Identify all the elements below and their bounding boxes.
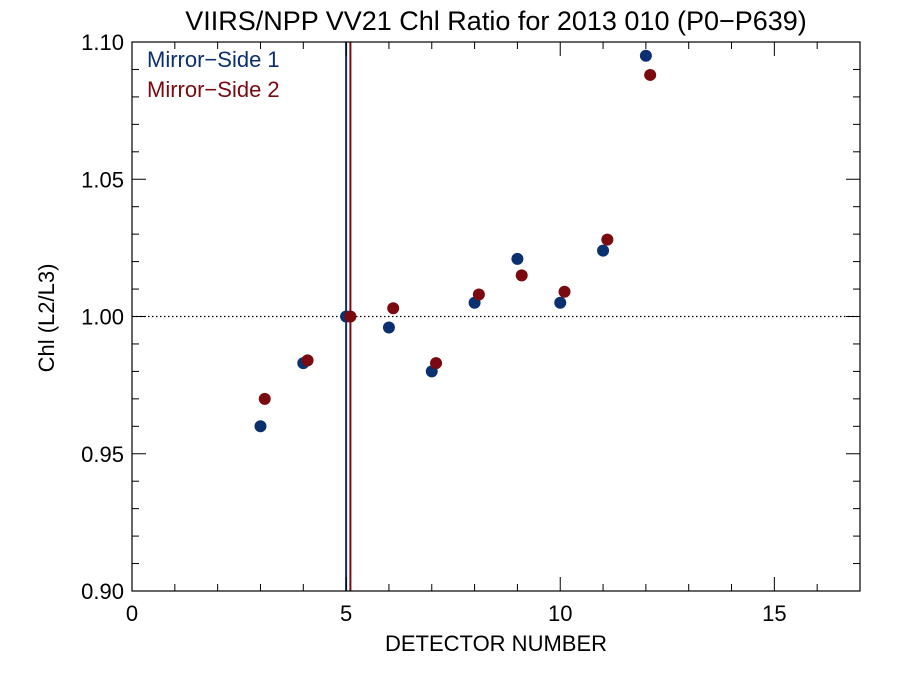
mirror-side-1-point [382, 321, 395, 334]
y-tick-label: 1.00 [81, 305, 124, 330]
mirror-side-1-point [597, 244, 610, 257]
legend-label-mirror-side-1: Mirror−Side 1 [147, 47, 280, 72]
mirror-side-2-point [601, 233, 614, 246]
x-tick-label: 10 [548, 601, 572, 626]
tick-labels: 0 5 10 15 0.90 0.95 1.00 1.05 1.10 [81, 30, 786, 626]
y-tick-label: 1.10 [81, 30, 124, 55]
mirror-side-2-point [472, 288, 485, 301]
mirror-side-2-point [258, 392, 271, 405]
legend-label-mirror-side-2: Mirror−Side 2 [147, 77, 280, 102]
mirror-side-1-point [639, 49, 652, 62]
mirror-side-1-point [254, 420, 267, 433]
mirror-side-2-point [387, 302, 400, 315]
data-points [254, 49, 657, 433]
plot-area [131, 41, 861, 592]
y-axis-label: Chl (L2/L3) [34, 264, 59, 373]
mirror-side-2-point [344, 310, 357, 323]
x-axis-label: DETECTOR NUMBER [385, 631, 607, 656]
mirror-side-2-point [301, 354, 314, 367]
x-tick-label: 15 [762, 601, 786, 626]
mirror-side-1-point [511, 252, 524, 265]
plot-frame [131, 41, 861, 592]
mirror-side-2-point [558, 285, 571, 298]
y-tick-label: 1.05 [81, 167, 124, 192]
y-tick-label: 0.90 [81, 579, 124, 604]
y-tick-label: 0.95 [81, 442, 124, 467]
mirror-side-2-point [644, 68, 657, 81]
mirror-side-1-point [554, 296, 567, 309]
x-tick-label: 0 [126, 601, 138, 626]
legend: Mirror−Side 1 Mirror−Side 2 [147, 47, 280, 102]
mirror-side-2-point [430, 357, 443, 370]
chart-title: VIIRS/NPP VV21 Chl Ratio for 2013 010 (P… [185, 6, 807, 36]
x-tick-label: 5 [340, 601, 352, 626]
mirror-side-2-point [515, 269, 528, 282]
